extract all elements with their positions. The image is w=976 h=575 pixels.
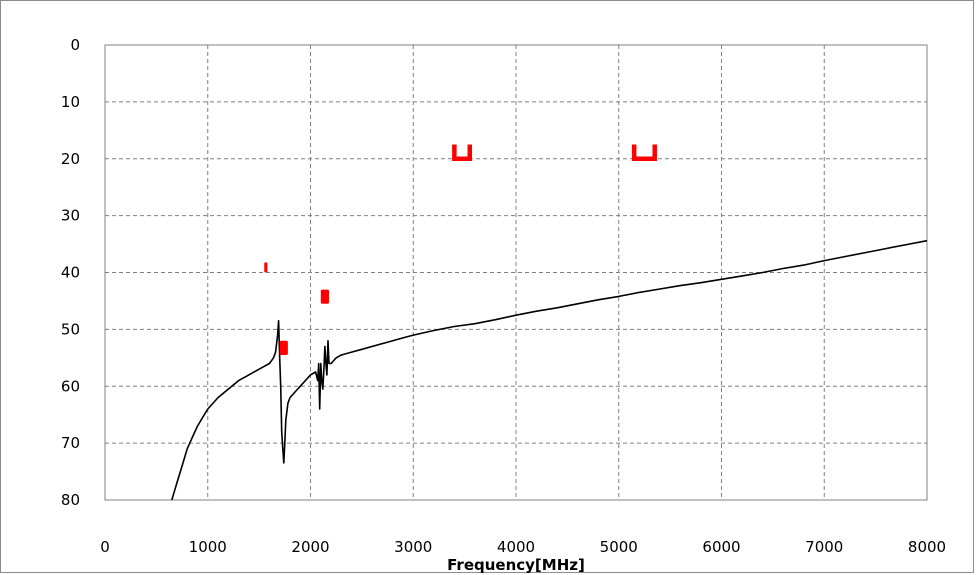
x-tick-label: 8000 — [908, 538, 946, 556]
y-tick-label: 50 — [61, 320, 80, 338]
x-axis-title: Frequency[MHz] — [447, 556, 585, 574]
y-tick-label: 70 — [61, 434, 80, 452]
x-tick-label: 0 — [100, 538, 110, 556]
y-tick-label: 0 — [70, 36, 80, 54]
x-tick-label: 4000 — [497, 538, 535, 556]
y-tick-label: 20 — [61, 150, 80, 168]
series-line-0 — [171, 239, 928, 501]
x-tick-label: 2000 — [291, 538, 329, 556]
series-layer — [171, 239, 928, 501]
y-tick-label: 30 — [61, 207, 80, 225]
x-tick-label: 6000 — [702, 538, 740, 556]
y-tick-label: 40 — [61, 264, 80, 282]
y-tick-label: 80 — [61, 491, 80, 509]
x-tick-label: 1000 — [189, 538, 227, 556]
limit-marks-layer — [264, 144, 657, 355]
limit-mark — [279, 340, 288, 355]
limit-mark — [631, 144, 657, 161]
limit-mark — [452, 144, 473, 161]
x-axis-ticks: 0 1000 2000 3000 4000 5000 6000 7000 8000 — [100, 538, 946, 556]
y-axis-ticks: 0 10 20 30 40 50 60 70 80 — [61, 36, 80, 509]
x-tick-label: 5000 — [600, 538, 638, 556]
y-tick-label: 60 — [61, 377, 80, 395]
limit-mark — [320, 289, 329, 304]
limit-mark — [264, 262, 268, 273]
grid-lines — [105, 45, 927, 500]
x-tick-label: 3000 — [394, 538, 432, 556]
x-tick-label: 7000 — [805, 538, 843, 556]
y-tick-label: 10 — [61, 93, 80, 111]
